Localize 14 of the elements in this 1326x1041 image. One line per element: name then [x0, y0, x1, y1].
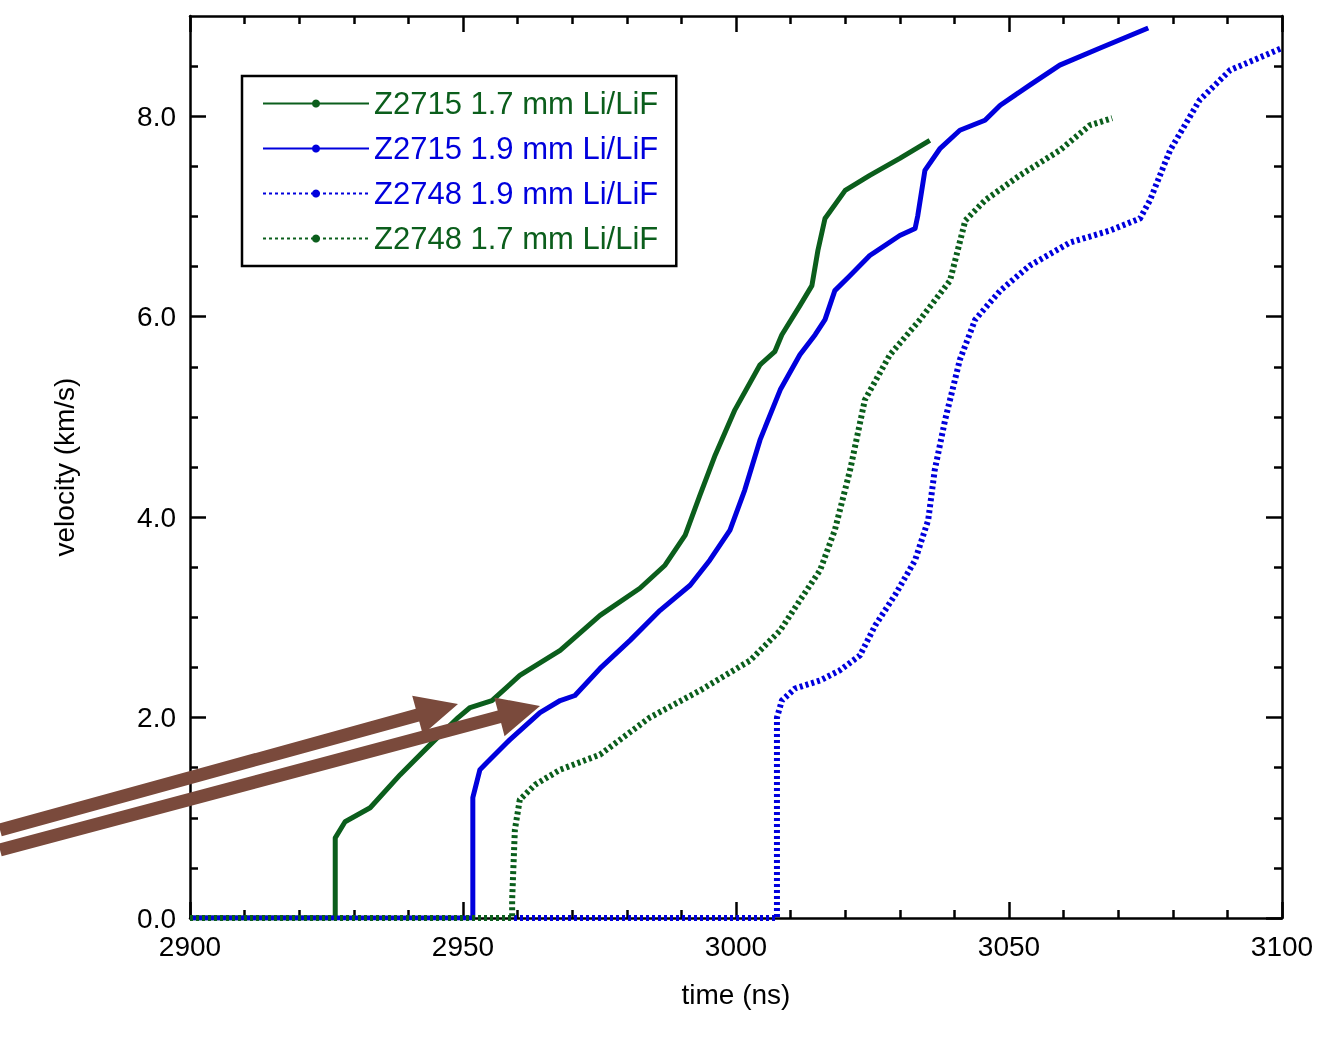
legend-label: Z2715 1.7 mm Li/LiF	[374, 86, 659, 121]
x-tick-label: 3000	[704, 930, 768, 962]
legend-label: Z2715 1.9 mm Li/LiF	[374, 131, 659, 166]
y-tick-label: 2.0	[137, 702, 176, 734]
x-tick-label: 2950	[431, 930, 495, 962]
x-axis-title: time (ns)	[681, 978, 791, 1010]
legend-label: Z2748 1.9 mm Li/LiF	[374, 176, 659, 211]
y-axis-title: velocity (km/s)	[48, 377, 80, 557]
y-tick-label: 8.0	[137, 100, 176, 132]
x-tick-label: 3050	[977, 930, 1041, 962]
y-tick-label: 6.0	[137, 301, 176, 333]
y-tick-label: 4.0	[137, 501, 176, 533]
legend-label: Z2748 1.7 mm Li/LiF	[374, 221, 659, 256]
x-tick-label: 3100	[1250, 930, 1314, 962]
